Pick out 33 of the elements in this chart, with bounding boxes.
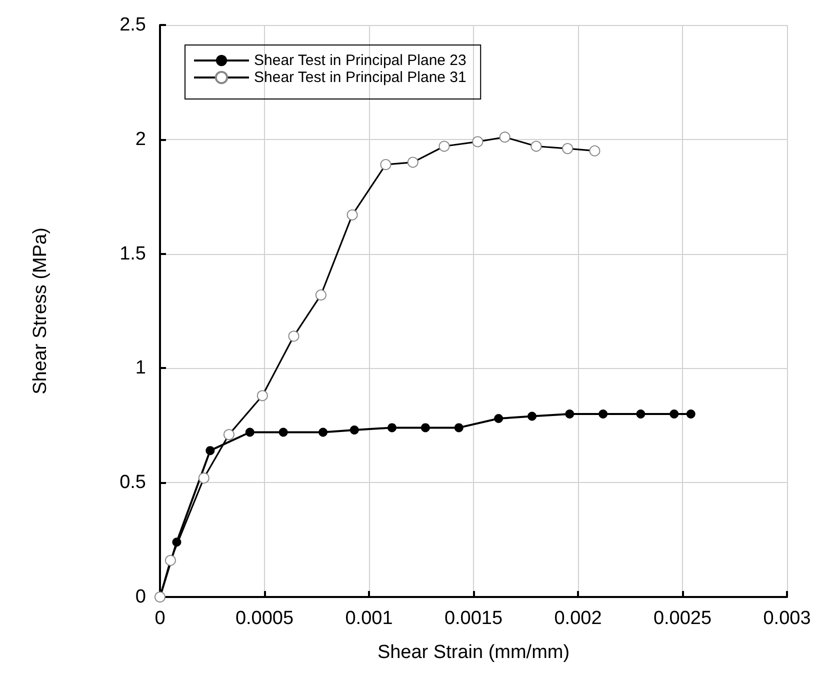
point: [565, 409, 574, 418]
point: [388, 423, 396, 432]
legend-label: Shear Test in Principal Plane 23: [254, 52, 466, 69]
point: [686, 409, 696, 418]
point: [528, 412, 537, 421]
point: [206, 446, 215, 456]
x-tick-label: 0.0025: [653, 608, 712, 629]
point: [494, 414, 504, 424]
x-axis-title: Shear Strain (mm/mm): [377, 642, 570, 663]
x-tick-label: 0.003: [763, 608, 811, 629]
y-tick-label: 2.5: [120, 14, 146, 36]
point: [454, 423, 464, 432]
point: [318, 428, 328, 437]
x-tick-label: 0: [154, 608, 166, 629]
point: [636, 409, 646, 418]
y-tick-label: 0.5: [120, 472, 146, 494]
point: [420, 423, 430, 432]
point: [278, 428, 288, 437]
point: [172, 538, 182, 547]
y-tick-label: 2: [135, 128, 146, 150]
point: [350, 425, 359, 434]
x-tick-label: 0.0005: [235, 608, 294, 629]
point: [245, 428, 254, 437]
x-tick-label: 0.0015: [444, 608, 503, 629]
x-tick-label: 0.001: [345, 608, 393, 629]
y-tick-label: 1: [135, 358, 146, 379]
y-tick-label: 1.5: [120, 243, 146, 264]
point: [670, 409, 679, 418]
point: [598, 409, 608, 418]
y-axis-title: Shear Stress (MPa): [30, 228, 51, 394]
x-tick-label: 0.002: [554, 608, 602, 629]
legend-label: Shear Test in Principal Plane 31: [254, 69, 466, 86]
y-tick-label: 0: [135, 586, 146, 608]
